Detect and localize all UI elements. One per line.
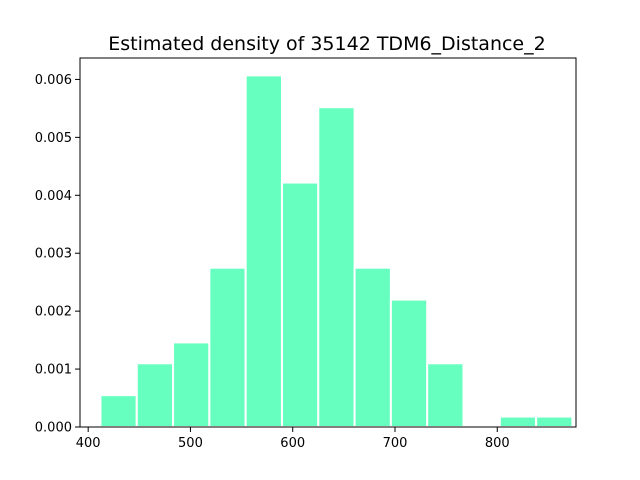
y-tick-label: 0.002 <box>35 305 72 320</box>
y-tick-label: 0.003 <box>35 247 72 262</box>
x-tick-label: 700 <box>383 436 408 451</box>
histogram-bar-1 <box>135 362 175 429</box>
histogram-bar-2 <box>172 341 211 429</box>
chart-title: Estimated density of 35142 TDM6_Distance… <box>108 33 545 55</box>
histogram-bar-12 <box>535 415 574 428</box>
x-tick-label: 500 <box>178 436 203 451</box>
histogram-bar-8 <box>389 298 429 428</box>
histogram-bar-3 <box>208 266 247 428</box>
x-tick-label: 600 <box>280 436 305 451</box>
y-axis: 0.000 0.001 0.002 0.003 0.004 0.005 0.006 <box>35 73 80 436</box>
histogram-bar-4 <box>244 74 283 429</box>
x-tick-label: 800 <box>485 436 510 451</box>
bars-group <box>99 74 574 429</box>
plot-frame <box>79 57 577 428</box>
x-axis: 400 500 600 700 800 <box>76 427 510 451</box>
histogram-bar-11 <box>498 415 538 428</box>
histogram-bar-5 <box>280 181 320 428</box>
y-tick-label: 0.006 <box>35 73 72 88</box>
histogram-bar-6 <box>317 106 356 428</box>
y-tick-label: 0.005 <box>35 131 72 146</box>
y-tick-label: 0.000 <box>35 421 72 436</box>
histogram-bar-7 <box>353 266 392 428</box>
histogram-bar-0 <box>99 394 138 428</box>
y-tick-label: 0.001 <box>35 363 72 378</box>
histogram-bar-9 <box>426 362 465 429</box>
y-tick-label: 0.004 <box>35 189 72 204</box>
x-tick-label: 400 <box>76 436 101 451</box>
